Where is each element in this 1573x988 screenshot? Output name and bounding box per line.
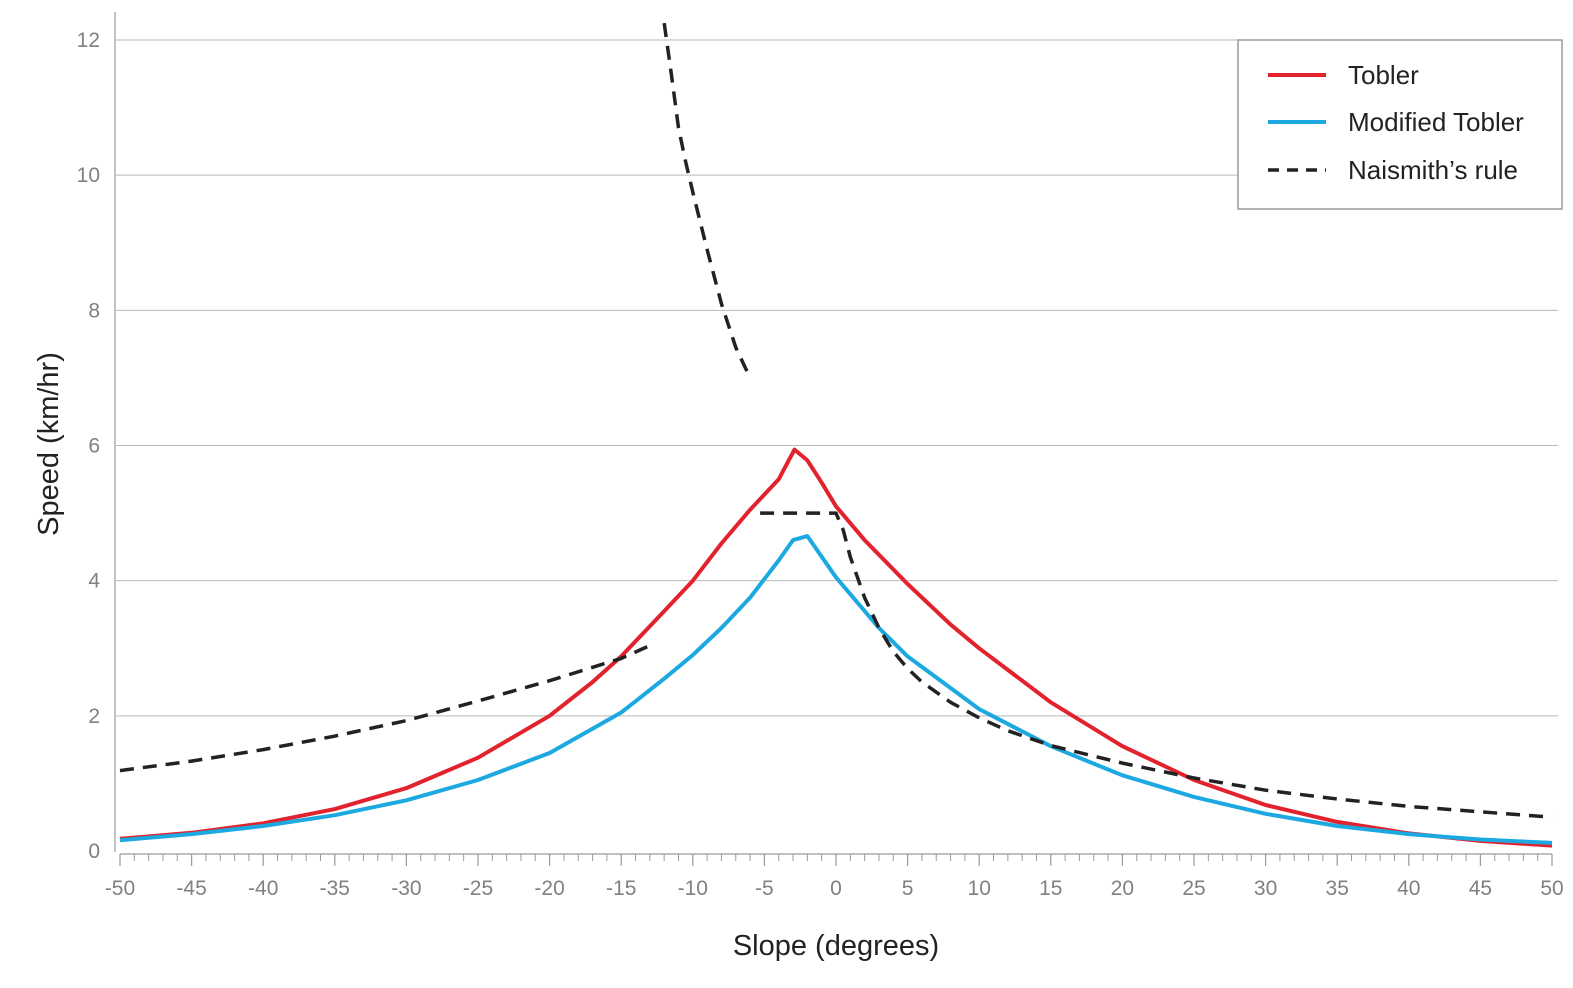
legend-label-modified-tobler: Modified Tobler (1348, 107, 1524, 137)
series-lines (119, 22, 1553, 848)
series-line-naismith-s-rule-segment-2 (662, 22, 752, 379)
legend-box (1237, 39, 1563, 210)
x-tick-label: 10 (968, 877, 991, 900)
x-tick-label: -20 (534, 877, 564, 900)
x-tick-label: -35 (320, 877, 350, 900)
x-tick-label: 0 (830, 877, 842, 900)
x-tick-label: 35 (1326, 877, 1349, 900)
x-tick-label: 20 (1111, 877, 1134, 900)
x-tick-label: -15 (606, 877, 636, 900)
y-tick-label: 10 (77, 164, 100, 187)
y-axis-title: Speed (km/hr) (33, 352, 65, 536)
x-tick-label: -5 (755, 877, 774, 900)
legend-label-naismith: Naismith’s rule (1348, 155, 1518, 185)
y-tick-label: 2 (88, 705, 100, 728)
series-line-naismith-s-rule-segment-1 (119, 643, 653, 773)
y-tick-label: 12 (77, 29, 100, 52)
x-tick-label: -25 (463, 877, 493, 900)
x-axis-title: Slope (degrees) (733, 930, 939, 962)
legend-label-tobler: Tobler (1348, 60, 1419, 90)
series-line-tobler (119, 447, 1553, 848)
legend: Tobler Modified Tobler Naismith’s rule (1237, 39, 1563, 210)
x-tick-label: 40 (1397, 877, 1420, 900)
x-tick-label: -10 (678, 877, 708, 900)
x-tick-label: 30 (1254, 877, 1277, 900)
y-tick-label: 6 (88, 435, 100, 458)
x-tick-label: -30 (391, 877, 421, 900)
x-tick-label: -40 (248, 877, 278, 900)
series-line-modified-tobler (119, 534, 1553, 845)
x-tick-label: 5 (902, 877, 914, 900)
gridlines (116, 39, 1558, 717)
x-tick-label: 15 (1039, 877, 1062, 900)
y-tick-label: 0 (88, 840, 100, 863)
y-tick-label: 8 (88, 299, 100, 322)
y-tick-label: 4 (88, 570, 100, 593)
x-tick-label: 45 (1469, 877, 1492, 900)
x-tick-label: 50 (1540, 877, 1563, 900)
x-tick-label: -45 (176, 877, 206, 900)
series-line-naismith-s-rule-segment-3 (760, 511, 1553, 819)
x-tick-label: -50 (105, 877, 135, 900)
x-tick-label: 25 (1182, 877, 1205, 900)
